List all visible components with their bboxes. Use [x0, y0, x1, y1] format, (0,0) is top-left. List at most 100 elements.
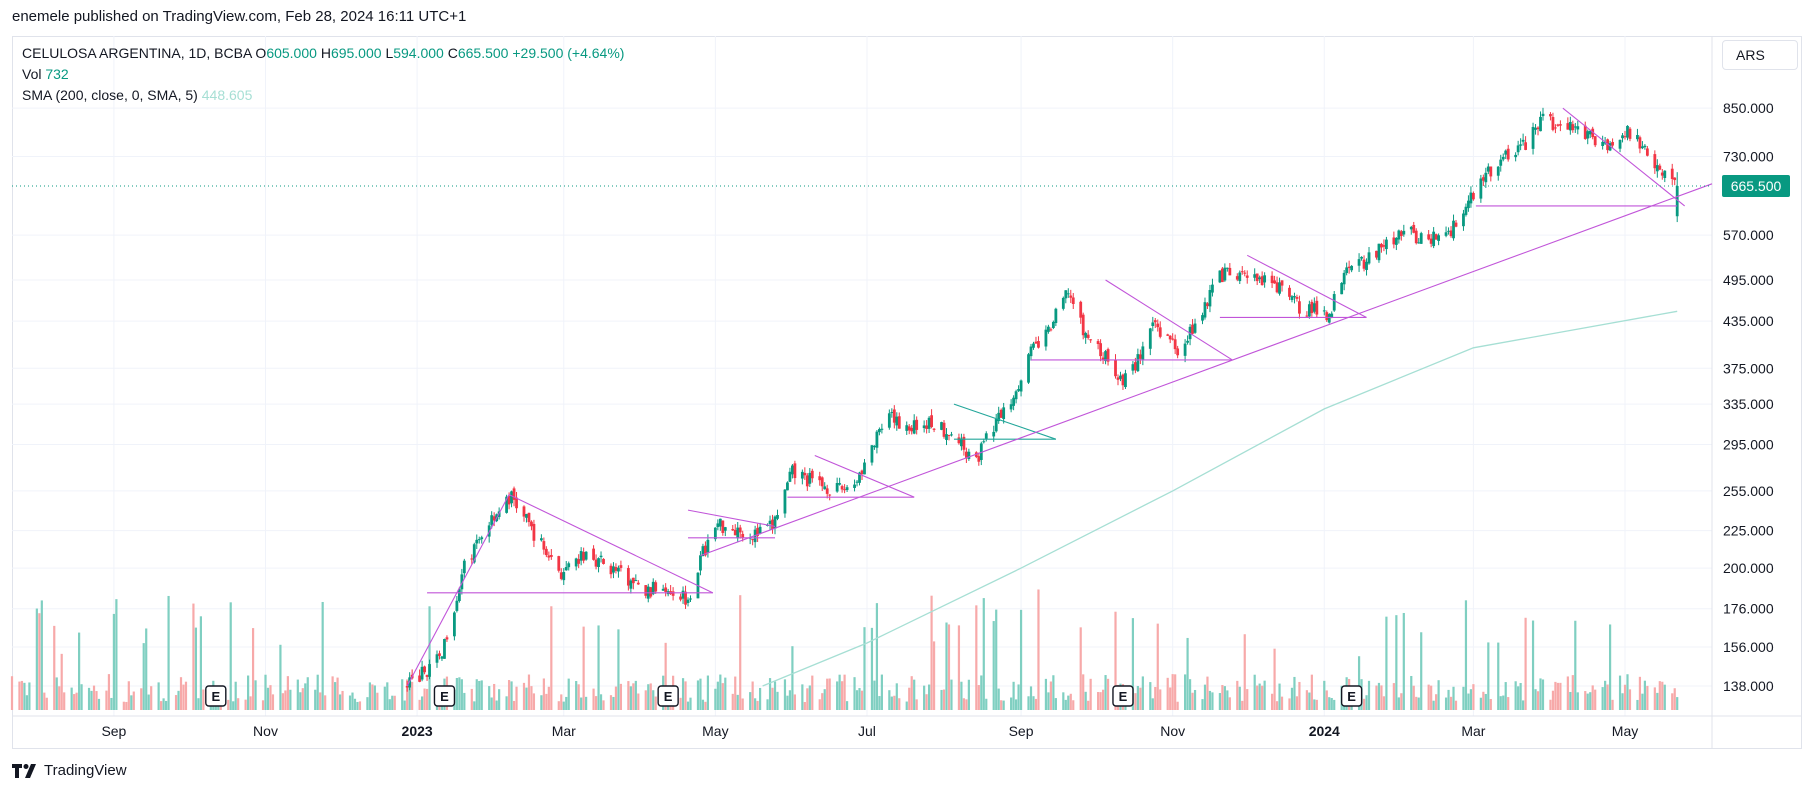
legend-ohlc: CELULOSA ARGENTINA, 1D, BCBA O605.000 H6… [22, 45, 624, 61]
candle-body [1168, 335, 1172, 340]
volume-bar [1223, 686, 1226, 710]
volume-bar [1531, 620, 1535, 710]
candle-body [1166, 334, 1170, 336]
volume-bar [197, 698, 200, 710]
volume-bar [1608, 624, 1612, 710]
volume-bar [162, 698, 165, 710]
volume-bar [1241, 700, 1244, 710]
volume-bar [1221, 685, 1224, 710]
candle-body [1397, 230, 1401, 240]
volume-bar [542, 678, 545, 710]
volume-bar [495, 700, 498, 710]
volume-bar [1069, 693, 1072, 710]
currency-button[interactable]: ARS [1722, 40, 1798, 70]
volume-bar [1586, 693, 1589, 710]
volume-bar [319, 692, 322, 710]
volume-bar [756, 700, 759, 710]
candle-body [820, 477, 824, 487]
candle-body [636, 582, 640, 585]
candle-body [649, 587, 653, 597]
volume-bar [1328, 697, 1331, 710]
volume-bar [115, 599, 118, 710]
candle-body [1322, 310, 1326, 312]
candle-body [1037, 341, 1040, 348]
candle-body [880, 428, 884, 430]
candle-body [1414, 230, 1418, 244]
candle-body [1121, 374, 1125, 386]
volume-bar [304, 683, 307, 710]
candle-body [1467, 200, 1470, 209]
legend-sma-value: 448.605 [201, 87, 253, 103]
brand[interactable]: TradingView [12, 762, 127, 779]
volume-bar [686, 701, 690, 710]
volume-bar [838, 674, 841, 710]
candle-body [1347, 266, 1351, 269]
volume-bar [585, 696, 588, 710]
volume-bar [1432, 700, 1435, 710]
candle-body [945, 434, 948, 440]
candle-body [1586, 131, 1590, 139]
volume-bar [980, 675, 983, 710]
volume-bar [1278, 683, 1281, 710]
volume-bar [647, 684, 650, 710]
candle-body [1636, 135, 1639, 140]
volume-bar [1574, 620, 1577, 710]
volume-bar [706, 675, 710, 710]
volume-bar [324, 695, 327, 710]
volume-bar [997, 688, 1000, 710]
volume-bar [1171, 674, 1174, 710]
volume-bar [376, 692, 379, 710]
candle-body [718, 518, 722, 527]
volume-bar [289, 689, 292, 710]
volume-bar [632, 683, 635, 710]
candle-body [1409, 226, 1413, 230]
candle-body [706, 539, 710, 553]
candle-body [1583, 125, 1587, 139]
volume-bar [333, 682, 337, 710]
volume-bar [602, 700, 605, 710]
candle-body [1382, 245, 1386, 247]
candle-body [1608, 143, 1612, 151]
x-tick-label: Nov [1160, 723, 1185, 739]
candle-body [997, 412, 1001, 422]
volume-bar [460, 679, 463, 710]
volume-bar [1156, 623, 1159, 710]
volume-bar [356, 701, 359, 710]
candle-body [751, 539, 755, 541]
volume-bar [244, 699, 247, 710]
candle-body [840, 486, 844, 490]
volume-bar [962, 698, 966, 710]
candle-body [564, 567, 568, 571]
candle-body [547, 555, 551, 558]
volume-bar [575, 681, 578, 710]
candle-body [527, 512, 531, 523]
candle-body [922, 425, 926, 429]
candle-body [1270, 275, 1274, 284]
volume-bar [1082, 674, 1085, 710]
candle-body [505, 496, 508, 513]
volume-bar [1002, 700, 1005, 710]
volume-bar [609, 695, 613, 710]
candle-body [1444, 232, 1448, 236]
volume-bar [1141, 676, 1144, 710]
volume-bar [1663, 684, 1666, 710]
volume-bar [1489, 699, 1492, 710]
candle-body [721, 520, 725, 533]
volume-bar [264, 674, 267, 710]
volume-bar [773, 681, 777, 710]
volume-bar [1149, 682, 1152, 710]
candle-body [855, 481, 859, 483]
volume-bar [331, 676, 334, 710]
candle-body [1365, 261, 1368, 270]
candle-body [1399, 231, 1403, 237]
candle-body [1449, 230, 1453, 237]
volume-bar [373, 685, 376, 710]
candle-body [1066, 293, 1070, 295]
candle-body [756, 527, 760, 536]
volume-bar [1293, 676, 1296, 710]
candle-body [1566, 123, 1570, 130]
volume-bar [1673, 688, 1676, 710]
volume-bar [1114, 611, 1117, 710]
candle-body [1044, 329, 1048, 347]
